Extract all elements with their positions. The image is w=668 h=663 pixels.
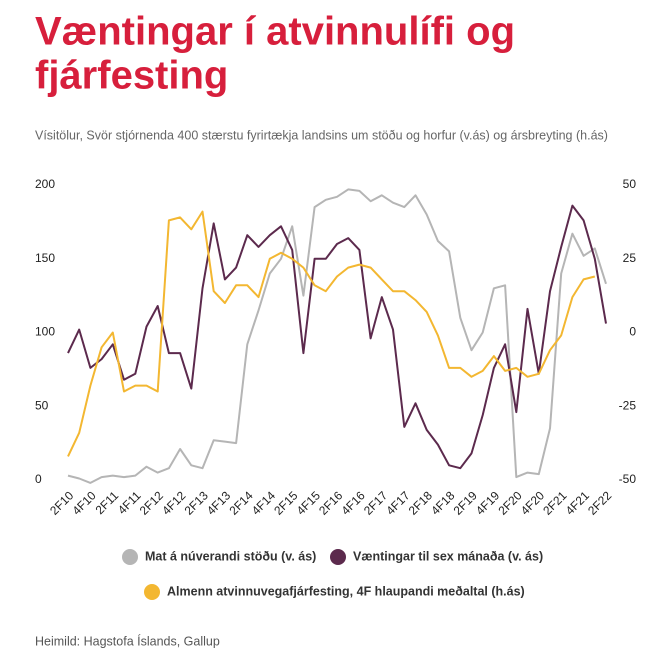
x-tick-label: 2F12 xyxy=(137,488,166,517)
y-tick-label: 150 xyxy=(35,251,55,265)
series-line xyxy=(67,188,607,484)
series-line xyxy=(67,210,596,457)
x-tick-label: 2F22 xyxy=(585,488,614,517)
y-tick-label: 200 xyxy=(35,177,55,191)
source: Heimild: Hagstofa Íslands, Gallup xyxy=(35,633,220,648)
legend-label: Almenn atvinnuvegafjárfesting, 4F hlaupa… xyxy=(167,584,525,598)
x-tick-label: 2F19 xyxy=(451,488,480,517)
y-tick-label: 100 xyxy=(35,325,55,339)
legend-label: Mat á núverandi stöðu (v. ás) xyxy=(145,549,316,563)
y2-tick-label: -50 xyxy=(619,472,637,486)
x-tick-label: 2F21 xyxy=(540,488,569,517)
x-tick-label: 4F14 xyxy=(249,488,278,517)
y2-tick-label: -25 xyxy=(619,398,637,412)
x-tick-label: 2F13 xyxy=(182,488,211,517)
y-tick-label: 50 xyxy=(35,398,49,412)
x-tick-label: 4F18 xyxy=(428,488,457,517)
y2-tick-label: 50 xyxy=(623,177,637,191)
x-tick-label: 4F19 xyxy=(473,488,502,517)
x-tick-label: 4F21 xyxy=(563,488,592,517)
x-tick-label: 4F16 xyxy=(339,488,368,517)
x-tick-label: 4F15 xyxy=(294,488,323,517)
x-tick-label: 2F20 xyxy=(495,488,524,517)
legend-swatch xyxy=(144,584,160,600)
x-tick-label: 4F13 xyxy=(204,488,233,517)
legend-swatch xyxy=(330,549,346,565)
x-tick-label: 4F20 xyxy=(518,488,547,517)
x-tick-label: 2F10 xyxy=(47,488,76,517)
chart-title: fjárfesting xyxy=(35,54,228,98)
x-tick-label: 2F16 xyxy=(316,488,345,517)
x-tick-label: 4F11 xyxy=(115,488,144,517)
x-tick-label: 2F15 xyxy=(271,488,300,517)
x-tick-label: 4F10 xyxy=(70,488,99,517)
y-tick-label: 0 xyxy=(35,472,42,486)
series-line xyxy=(67,204,607,470)
x-tick-label: 2F14 xyxy=(226,488,255,517)
x-tick-label: 4F17 xyxy=(383,488,412,517)
legend-label: Væntingar til sex mánaða (v. ás) xyxy=(353,549,543,563)
x-tick-label: 4F12 xyxy=(159,488,188,517)
x-tick-label: 2F17 xyxy=(361,488,390,517)
y2-tick-label: 0 xyxy=(629,325,636,339)
y2-tick-label: 25 xyxy=(623,251,637,265)
x-tick-label: 2F11 xyxy=(93,488,122,517)
subtitle: Vísitölur, Svör stjórnenda 400 stærstu f… xyxy=(35,128,608,142)
legend-swatch xyxy=(122,549,138,565)
chart-title: Væntingar í atvinnulífi og xyxy=(35,10,515,54)
x-tick-label: 2F18 xyxy=(406,488,435,517)
